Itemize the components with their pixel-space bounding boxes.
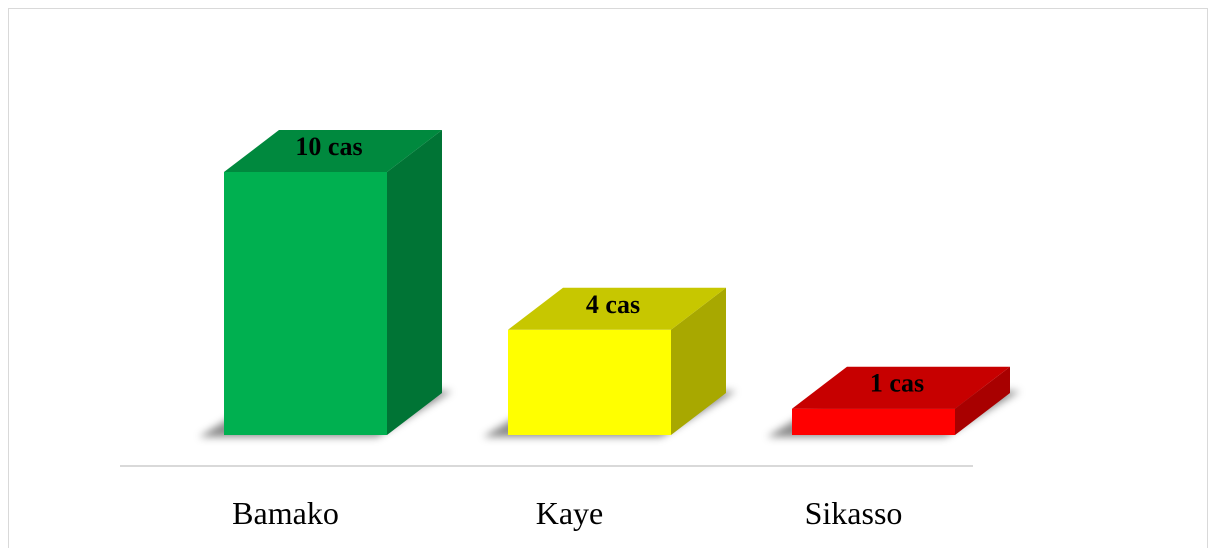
bar-sikasso	[792, 366, 1010, 435]
bar-kaye	[508, 287, 726, 435]
bar-top-bamako	[224, 130, 442, 172]
bars	[224, 130, 1010, 435]
bar-front-bamako	[224, 172, 387, 435]
category-label-sikasso: Sikasso	[805, 495, 903, 531]
bar-bamako	[224, 130, 442, 435]
bar-side-kaye	[671, 287, 726, 435]
bar-top-sikasso	[792, 366, 1010, 409]
bar-top-kaye	[508, 287, 726, 330]
chart-frame	[8, 8, 1208, 548]
category-label-kaye: Kaye	[536, 495, 604, 531]
category-labels: Bamako Kaye Sikasso	[232, 495, 902, 531]
value-label-sikasso: 1 cas	[870, 369, 924, 398]
value-label-bamako: 10 cas	[295, 132, 362, 161]
value-label-kaye: 4 cas	[586, 290, 640, 319]
bar-side-sikasso	[955, 366, 1010, 435]
value-labels: 10 cas 4 cas 1 cas	[295, 132, 924, 398]
bar-front-kaye	[508, 329, 671, 435]
bar-front-sikasso	[792, 408, 955, 435]
category-label-bamako: Bamako	[232, 495, 339, 531]
bar-side-bamako	[387, 130, 442, 435]
